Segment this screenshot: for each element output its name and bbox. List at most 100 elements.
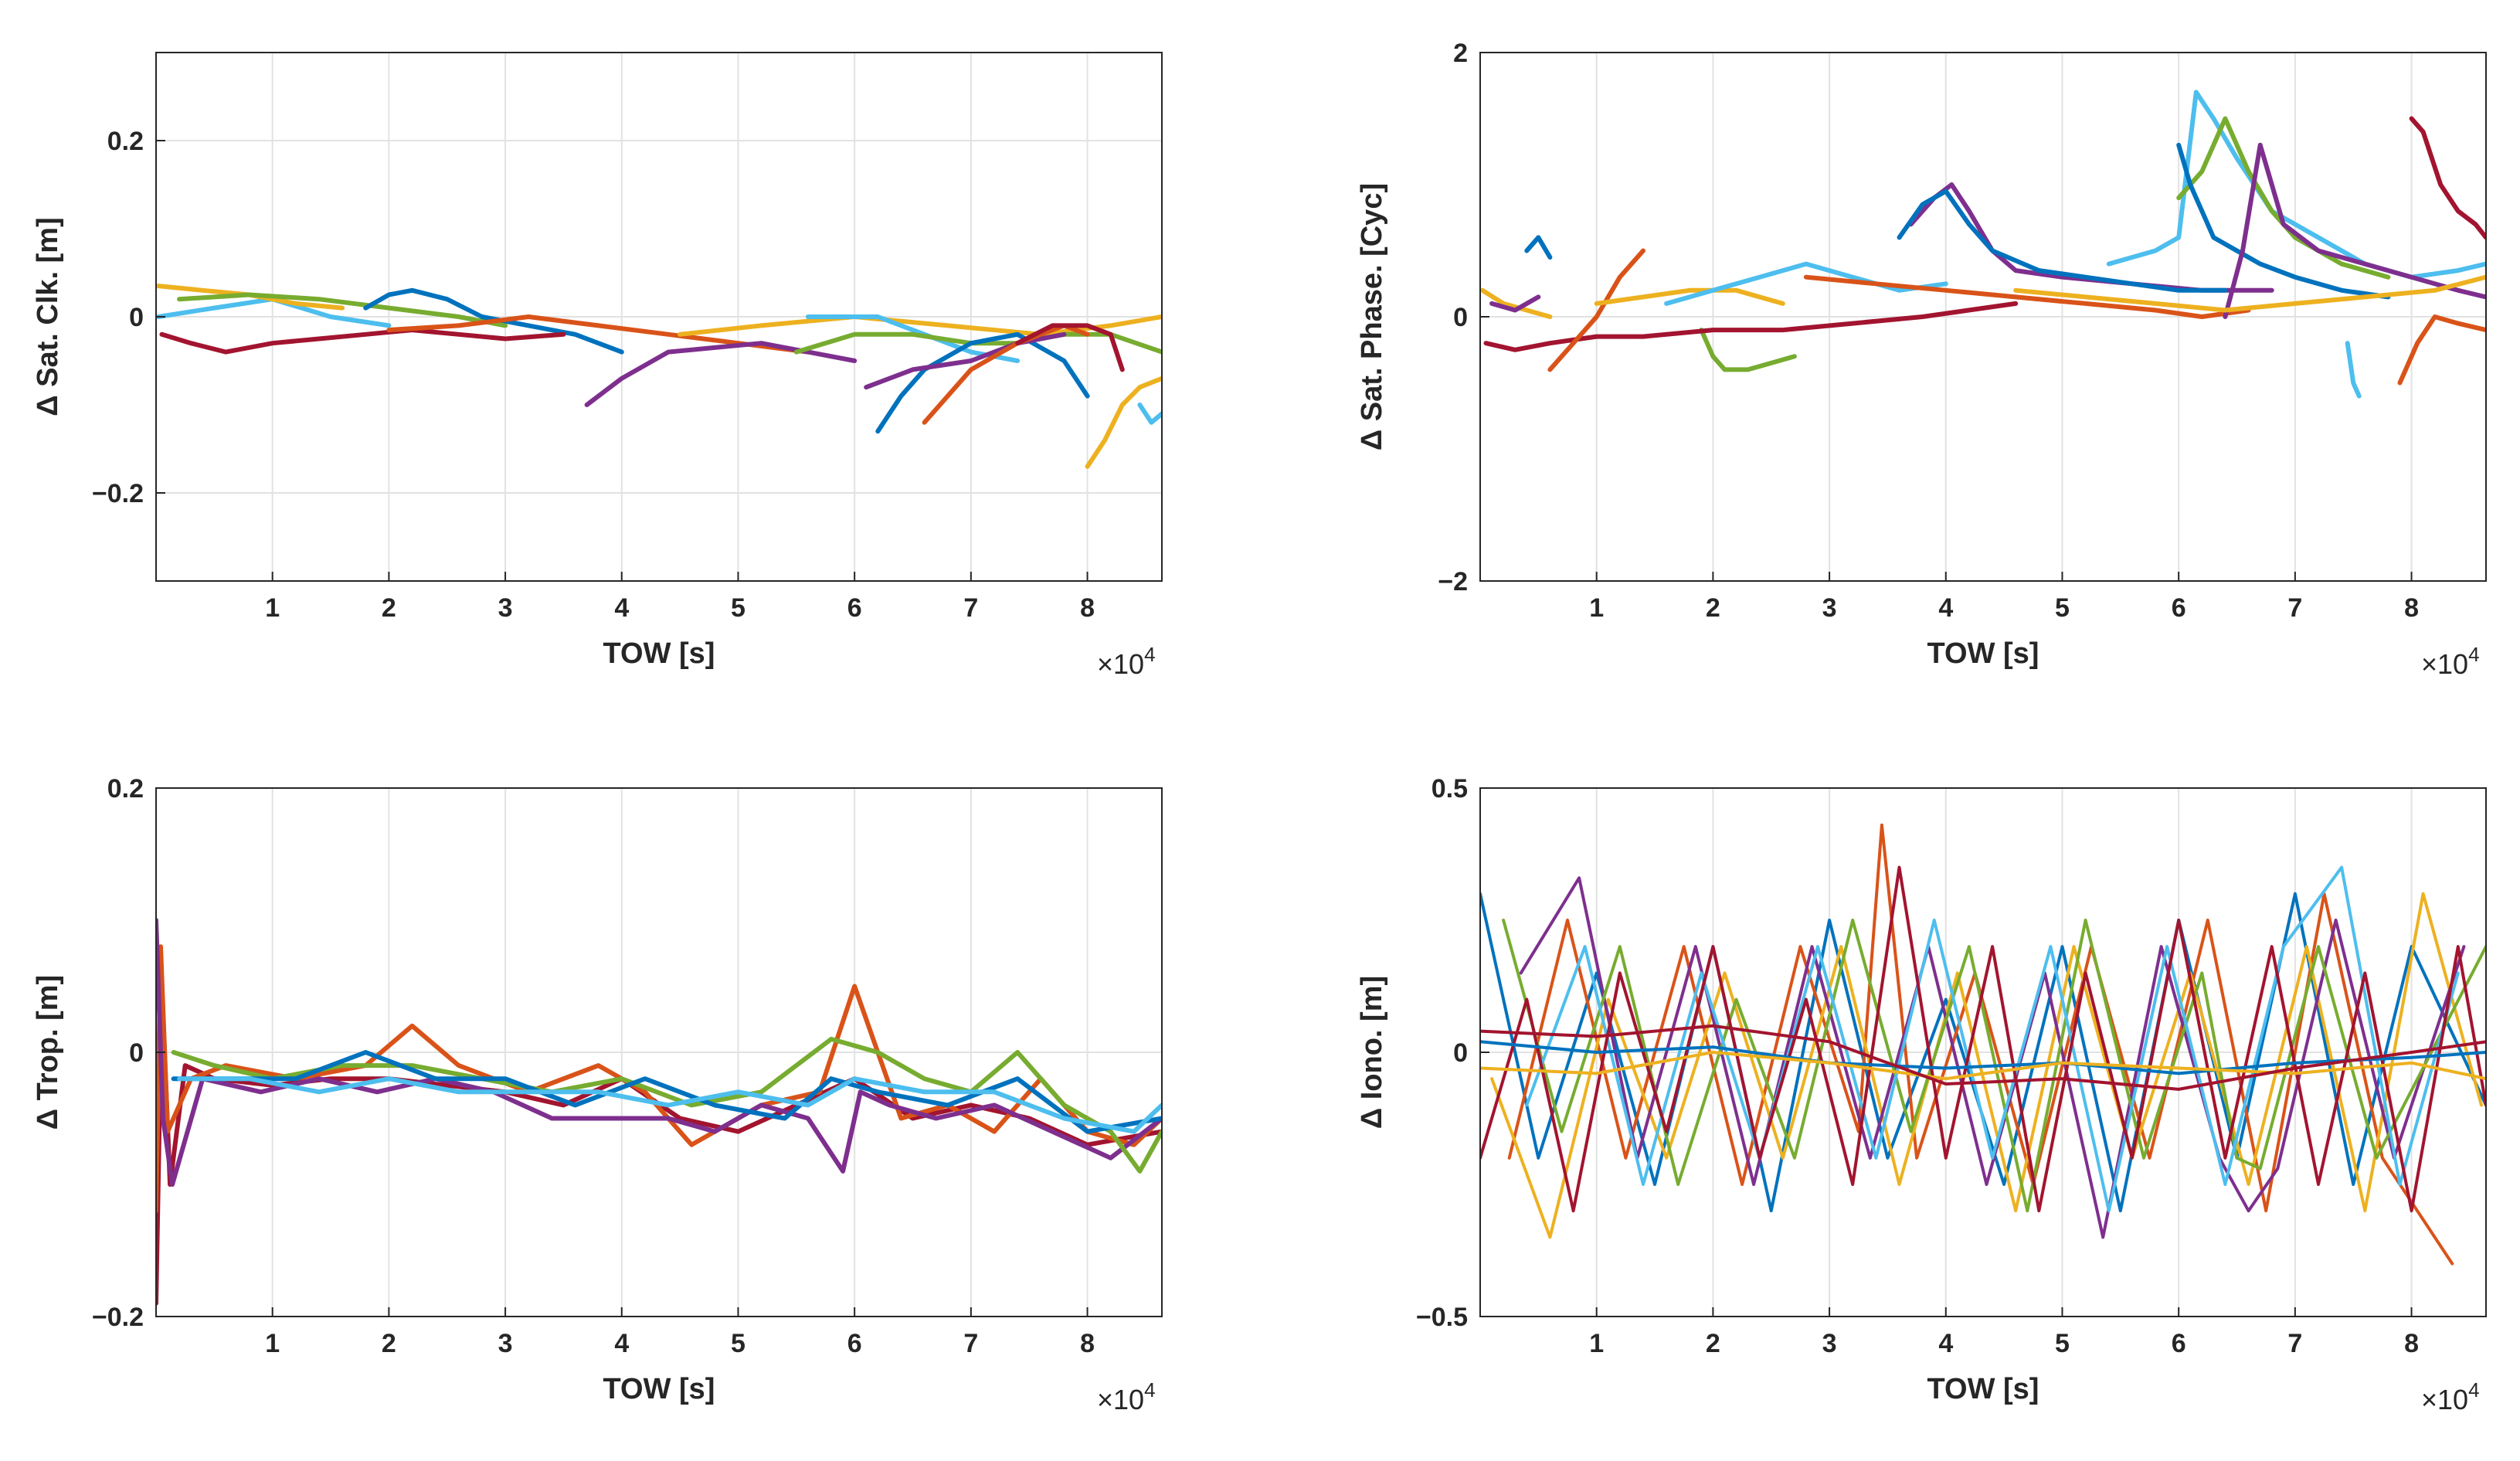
troposphere-series-sat-4: [171, 1036, 1162, 1174]
troposphere-series-group: [156, 918, 1162, 1306]
sat-clock-series-sat-10: [793, 331, 1162, 355]
panel-ionosphere: 1 2 3 4 5 6 7 8 0.5 0 −0.5 TOW [s] ×104 Δ Iono. [m]: [1356, 774, 2487, 1415]
ionosphere-x-tick-label-1: 2: [1706, 1329, 1720, 1358]
troposphere-x-axis-label: TOW [s]: [603, 1373, 715, 1405]
panel-troposphere: 1 2 3 4 5 6 7 8 0.2 0 −0.2 TOW [s] ×104 Δ Trop. [m]: [32, 774, 1163, 1415]
sat-phase-series-sat-3: [1489, 294, 1541, 313]
sat-clock-series-sat-11: [875, 331, 1090, 434]
sat-clock-series-sat-14: [1015, 323, 1125, 372]
ionosphere-series-group: [1480, 823, 2486, 1266]
sat-clock-x-tick-label-7: 8: [1080, 593, 1095, 623]
sat-phase-x-tick-label-5: 6: [2172, 593, 2186, 623]
troposphere-series-sat-6: [177, 1076, 1162, 1134]
sat-clock-x-tick-label-4: 5: [731, 593, 745, 623]
sat-phase-series-sat-11: [1897, 189, 2228, 293]
sat-clock-series-sat-15: [1085, 375, 1162, 469]
ionosphere-series-sat-10: [1480, 1024, 2486, 1091]
sat-clock-x-exponent: ×104: [1097, 643, 1156, 680]
sat-clock-series-sat-5: [159, 328, 566, 355]
ionosphere-y-axis-label: Δ Iono. [m]: [1356, 976, 1388, 1129]
sat-phase-x-tick-label-2: 3: [1822, 593, 1837, 623]
sat-phase-series-sat-6: [1594, 287, 1785, 306]
sat-clock-x-axis-label: TOW [s]: [603, 637, 715, 670]
ionosphere-series-sat-2: [1507, 823, 2454, 1266]
sat-clock-series-sat-7: [584, 341, 858, 407]
troposphere-y-tick-label-1: 0: [129, 1038, 144, 1068]
sat-phase-x-tick-label-3: 4: [1938, 593, 1953, 623]
ionosphere-y-tick-label-0: 0.5: [1432, 774, 1468, 804]
ionosphere-x-exponent: ×104: [2421, 1378, 2480, 1415]
ionosphere-x-tick-label-0: 1: [1589, 1329, 1604, 1358]
sat-phase-series-sat-2: [1483, 334, 1645, 352]
sat-phase-series-sat-14: [2176, 116, 2391, 280]
sat-clock-x-tick-label-6: 7: [963, 593, 978, 623]
sat-phase-x-tick-label-4: 5: [2055, 593, 2070, 623]
sat-phase-series-sat-12: [1803, 274, 2251, 319]
sat-clock-y-tick-label-2: −0.2: [92, 479, 144, 508]
sat-clock-series-sat-16: [1137, 403, 1162, 425]
sat-clock-x-tick-label-5: 6: [847, 593, 862, 623]
troposphere-x-tick-label-6: 7: [963, 1329, 978, 1358]
sat-phase-series-sat-4: [1524, 235, 1553, 260]
sat-clock-series-sat-8: [678, 314, 1162, 337]
sat-phase-series-sat-5: [1547, 248, 1645, 372]
sat-clock-series-sat-12: [864, 331, 1067, 390]
sat-phase-series-sat-19: [2345, 341, 2362, 399]
sat-phase-series-group: [1480, 90, 2486, 399]
sat-phase-x-tick-label-7: 8: [2404, 593, 2419, 623]
sat-phase-series-sat-7: [1664, 261, 1948, 306]
troposphere-x-tick-label-4: 5: [731, 1329, 745, 1358]
troposphere-x-tick-label-1: 2: [382, 1329, 396, 1358]
sat-phase-y-tick-label-2: −2: [1438, 567, 1468, 596]
sat-phase-y-tick-label-1: 0: [1453, 303, 1468, 332]
sat-clock-x-tick-label-1: 2: [382, 593, 396, 623]
troposphere-x-tick-label-0: 1: [265, 1329, 280, 1358]
panel-sat-phase: 1 2 3 4 5 6 7 8 2 0 −2 TOW [s] ×104 Δ Sat. Phase. [Cy…: [1356, 39, 2487, 680]
sat-phase-series-sat-1: [1480, 287, 1553, 319]
sat-phase-series-sat-9: [1641, 301, 2019, 339]
troposphere-y-tick-label-0: 0.2: [107, 774, 144, 804]
sat-clock-series-group: [156, 284, 1162, 469]
ionosphere-series-sat-6: [1525, 865, 2460, 1213]
sat-clock-x-tick-label-0: 1: [265, 593, 280, 623]
sat-clock-x-tick-label-3: 4: [614, 593, 629, 623]
ionosphere-series-sat-7: [1480, 865, 2486, 1213]
sat-phase-series-sat-15: [2176, 142, 2391, 300]
troposphere-x-tick-label-5: 6: [847, 1329, 862, 1358]
ionosphere-y-tick-label-1: 0: [1453, 1038, 1468, 1068]
troposphere-series-sat-3: [156, 918, 1162, 1187]
sat-clock-x-tick-label-2: 3: [498, 593, 513, 623]
troposphere-x-tick-label-2: 3: [498, 1329, 513, 1358]
sat-clock-series-sat-3: [177, 292, 508, 328]
sat-clock-y-axis-label: Δ Sat. Clk. [m]: [32, 217, 64, 416]
sat-phase-y-tick-label-0: 2: [1453, 39, 1468, 68]
troposphere-y-axis-label: Δ Trop. [m]: [32, 975, 64, 1130]
sat-clock-y-tick-label-0: 0.2: [107, 127, 144, 156]
ionosphere-x-tick-label-3: 4: [1938, 1329, 1953, 1358]
ionosphere-series-sat-9: [1480, 1051, 2486, 1081]
sat-phase-x-tick-label-0: 1: [1589, 593, 1604, 623]
ionosphere-x-tick-label-2: 3: [1822, 1329, 1837, 1358]
sat-phase-series-sat-18: [2409, 116, 2486, 240]
ionosphere-series-sat-5: [1502, 919, 2486, 1213]
ionosphere-y-tick-label-2: −0.5: [1416, 1303, 1468, 1332]
ionosphere-x-tick-label-5: 6: [2172, 1329, 2186, 1358]
sat-phase-series-sat-17: [2013, 274, 2486, 313]
panel-sat-clock: 1 2 3 4 5 6 7 8 0.2 0 −0.2 TOW [s] ×104 Δ Sat. Clk. […: [32, 52, 1163, 680]
troposphere-x-tick-label-3: 4: [614, 1329, 629, 1358]
troposphere-y-tick-label-2: −0.2: [92, 1303, 144, 1332]
sat-phase-x-tick-label-1: 2: [1706, 593, 1720, 623]
ionosphere-x-tick-label-7: 8: [2404, 1329, 2419, 1358]
sat-phase-series-sat-16: [2223, 142, 2486, 319]
sat-phase-x-exponent: ×104: [2421, 643, 2480, 680]
sat-phase-y-axis-label: Δ Sat. Phase. [Cyc]: [1356, 183, 1388, 450]
sat-clock-y-tick-label-1: 0: [129, 303, 144, 332]
ionosphere-x-tick-label-4: 5: [2055, 1329, 2070, 1358]
sat-phase-series-sat-20: [2397, 314, 2486, 386]
sat-phase-x-axis-label: TOW [s]: [1927, 637, 2039, 670]
troposphere-x-exponent: ×104: [1097, 1378, 1156, 1415]
sat-phase-x-tick-label-6: 7: [2287, 593, 2302, 623]
sat-clock-series-sat-4: [363, 287, 624, 355]
ionosphere-x-axis-label: TOW [s]: [1927, 1373, 2039, 1405]
